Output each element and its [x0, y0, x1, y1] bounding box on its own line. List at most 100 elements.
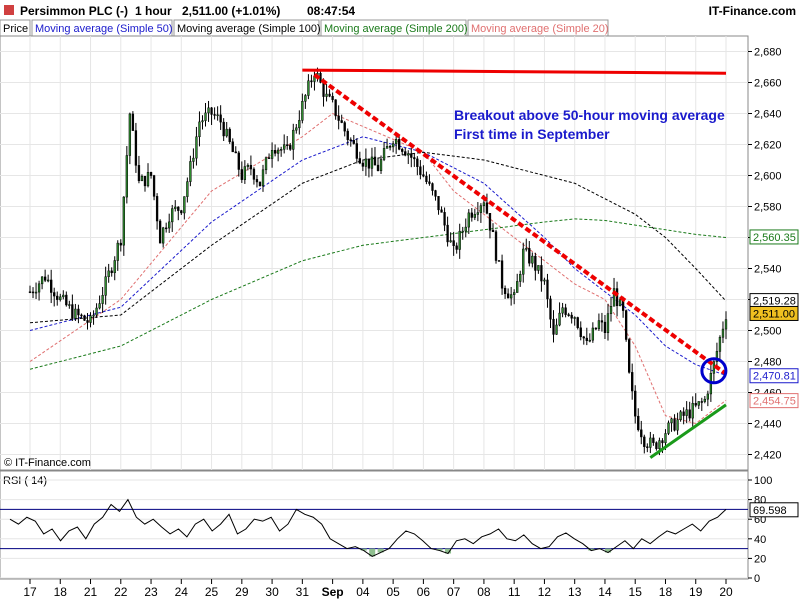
candle-body: [225, 128, 228, 137]
time-label: 08:47:54: [307, 4, 355, 18]
candle-body: [594, 327, 598, 330]
candle-body: [628, 339, 631, 373]
y-tick-label: 2,440: [754, 419, 782, 431]
candle-body: [28, 291, 32, 293]
candle-body: [697, 401, 700, 406]
x-tick-label: 14: [598, 585, 612, 599]
candle-body: [715, 351, 719, 362]
candle-body: [295, 127, 298, 131]
legend-label: Moving average (Simple 50): [35, 23, 173, 35]
candle-body: [128, 113, 132, 156]
candle-body: [673, 418, 676, 431]
candle-body: [149, 172, 153, 176]
candle-body: [183, 196, 186, 214]
value-label: 2,560.35: [753, 232, 796, 244]
candle-body: [558, 312, 561, 326]
candle-body: [122, 196, 125, 246]
value-label: 2,454.75: [753, 396, 796, 408]
candle-body: [107, 270, 110, 277]
candle-body: [331, 95, 334, 100]
candle-body: [537, 265, 540, 271]
candle-body: [322, 82, 325, 97]
x-tick-label: 22: [114, 585, 128, 599]
candle-body: [407, 153, 410, 156]
value-label: 2,470.81: [753, 371, 796, 383]
y-tick-label: 2,580: [754, 202, 782, 214]
candle-body: [43, 276, 47, 281]
candle-body: [201, 120, 204, 123]
candle-body: [609, 306, 613, 314]
candle-body: [37, 283, 41, 293]
candle-body: [222, 121, 225, 137]
candle-body: [600, 320, 604, 323]
candle-body: [561, 307, 564, 314]
candle-body: [352, 140, 355, 144]
candle-body: [670, 418, 673, 424]
rsi-tick-label: 100: [754, 475, 772, 487]
candle-body: [591, 327, 595, 341]
candle-body: [228, 128, 231, 143]
candle-body: [180, 210, 183, 214]
rsi-tick-label: 0: [754, 573, 760, 585]
candle-body: [416, 158, 419, 167]
candle-body: [189, 161, 192, 182]
candle-body: [283, 144, 286, 150]
candle-body: [422, 174, 425, 177]
x-tick-label: 21: [84, 585, 98, 599]
candle-body: [92, 314, 95, 317]
candle-body: [234, 151, 237, 154]
watermark: © IT-Finance.com: [4, 457, 91, 469]
candle-body: [470, 212, 473, 218]
candle-body: [240, 169, 243, 180]
candle-body: [428, 181, 431, 184]
candle-body: [98, 303, 101, 309]
candle-body: [500, 260, 504, 289]
candle-body: [464, 226, 467, 232]
candle-body: [131, 113, 135, 131]
candle-body: [34, 291, 38, 294]
candle-body: [343, 122, 346, 132]
candle-body: [243, 166, 247, 180]
candle-body: [582, 336, 585, 339]
x-tick-label: 20: [719, 585, 733, 599]
candle-body: [634, 390, 637, 417]
candle-body: [216, 114, 219, 117]
candle-body: [119, 242, 122, 246]
candle-body: [198, 121, 201, 138]
legend-label: Moving average (Simple 20): [471, 23, 609, 35]
candle-body: [113, 260, 116, 274]
candle-body: [325, 93, 328, 97]
candle-body: [506, 293, 510, 299]
candle-body: [255, 179, 259, 183]
candle-body: [652, 437, 655, 443]
candle-body: [401, 149, 404, 152]
candle-body: [125, 155, 128, 198]
candle-body: [186, 181, 189, 197]
x-tick-label: 08: [477, 585, 491, 599]
candle-body: [385, 146, 389, 149]
candle-body: [643, 436, 646, 447]
candle-body: [419, 166, 422, 175]
sma50-line: [29, 136, 727, 376]
x-tick-label: 24: [175, 585, 189, 599]
candle-body: [552, 318, 555, 335]
candle-body: [446, 224, 449, 243]
candle-body: [437, 196, 440, 211]
rsi-oversold-fill: [588, 548, 595, 551]
y-tick-label: 2,620: [754, 140, 782, 152]
candle-body: [267, 157, 271, 159]
candle-body: [46, 279, 50, 282]
candle-body: [77, 308, 80, 316]
rsi-tick-label: 20: [754, 553, 766, 565]
candle-body: [655, 442, 658, 449]
candle-body: [694, 403, 697, 406]
candle-body: [425, 175, 428, 183]
candle-body: [691, 403, 694, 419]
candle-body: [304, 95, 307, 102]
candle-body: [31, 291, 35, 294]
candle-body: [177, 206, 180, 211]
candle-body: [606, 313, 610, 334]
annotation-line-1: Breakout above 50-hour moving average: [454, 107, 725, 123]
candle-body: [615, 288, 619, 307]
